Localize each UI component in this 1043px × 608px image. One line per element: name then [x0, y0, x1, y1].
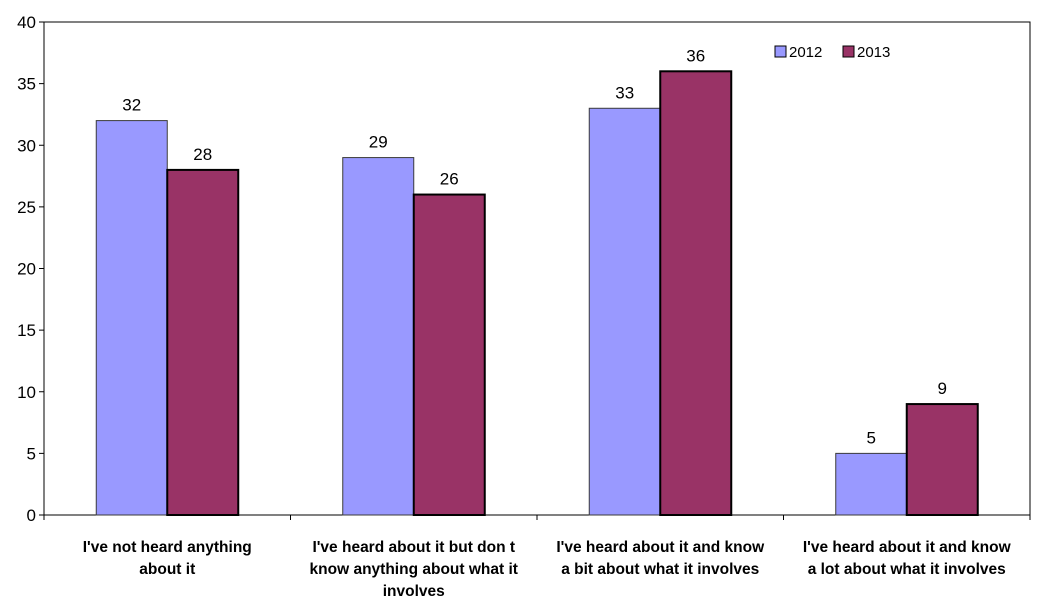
legend-label: 2013	[857, 44, 890, 61]
y-tick-label: 5	[27, 444, 36, 463]
data-label: 5	[867, 428, 876, 447]
category-label: I've not heard anything about it	[83, 539, 252, 578]
category-label: I've heard about it and know a bit about …	[556, 539, 765, 578]
legend-swatch-2012	[774, 45, 787, 58]
bar-2012	[835, 452, 908, 516]
category-label-line: a bit about what it involves	[561, 561, 759, 578]
bar-2013	[659, 70, 733, 517]
y-tick-label: 30	[17, 136, 36, 155]
data-label: 32	[122, 96, 141, 115]
bar-2013	[905, 403, 979, 517]
legend: 2012 2013	[774, 44, 890, 61]
bar-2013	[166, 168, 240, 516]
y-tick-label: 0	[27, 506, 36, 525]
data-label: 33	[615, 83, 634, 102]
bars	[95, 70, 979, 517]
category-label-line: a lot about what it involves	[808, 561, 1006, 578]
category-labels: I've not heard anything about it I've hear…	[83, 539, 1012, 600]
legend-swatch-2013	[842, 45, 855, 58]
data-labels: 32 28 29 26 33 36 5 9	[122, 46, 947, 447]
bar-2012	[95, 120, 168, 516]
legend-label: 2012	[789, 44, 822, 61]
bar-2013	[412, 193, 486, 517]
data-label: 29	[369, 133, 388, 152]
bar-2012	[588, 107, 661, 516]
y-tick-label: 10	[17, 383, 36, 402]
category-label-line: involves	[383, 583, 445, 600]
category-label-line: I've heard about it and know	[803, 539, 1012, 556]
data-label: 26	[440, 170, 459, 189]
y-tick-label: 40	[17, 13, 36, 32]
y-tick-label: 15	[17, 321, 36, 340]
data-label: 9	[938, 379, 947, 398]
axes: 0 5 10 15 20 25 30 35 40	[17, 13, 1031, 525]
category-label-line: know anything about what it	[310, 561, 518, 578]
y-tick-label: 25	[17, 198, 36, 217]
category-label-line: I've heard about it and know	[556, 539, 765, 556]
category-label-line: about it	[139, 561, 195, 578]
category-label-line: I've not heard anything	[83, 539, 252, 556]
y-tick-label: 20	[17, 260, 36, 279]
category-label: I've heard about it but don t know anythi…	[310, 539, 518, 600]
category-label-line: I've heard about it but don t	[312, 539, 515, 556]
data-label: 28	[193, 145, 212, 164]
data-label: 36	[686, 46, 705, 65]
y-tick-label: 35	[17, 75, 36, 94]
bar-2012	[342, 157, 415, 516]
category-label: I've heard about it and know a lot about …	[803, 539, 1012, 578]
